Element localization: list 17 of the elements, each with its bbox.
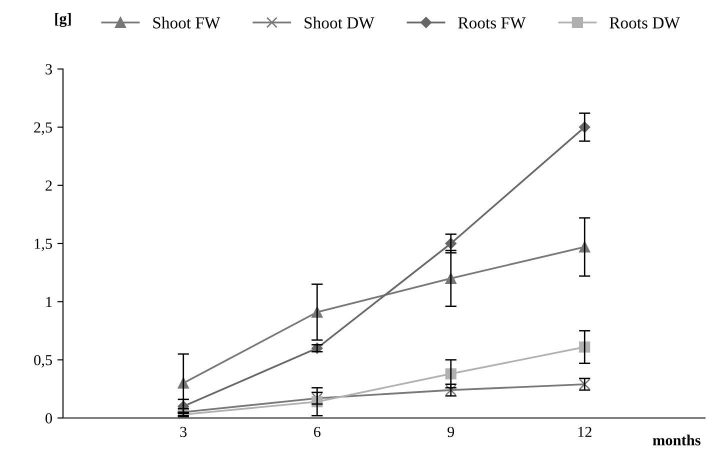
x-tick-label: 9: [448, 426, 454, 438]
legend-label: Shoot DW: [304, 16, 374, 29]
x-tick-label: 3: [180, 426, 187, 438]
legend-label: Shoot FW: [153, 16, 220, 29]
legend-label: Roots DW: [610, 17, 680, 29]
y-axis-title: [g]: [55, 13, 71, 27]
legend-label: Roots FW: [458, 17, 526, 29]
y-tick-label: 0: [46, 413, 52, 424]
y-tick-label: 2: [46, 180, 52, 191]
y-tick-label: 3: [46, 64, 52, 74]
x-tick-label: 12: [578, 426, 592, 437]
y-tick-label: 0,5: [34, 354, 52, 368]
y-tick-label: 2,5: [34, 122, 52, 135]
x-tick-label: 6: [314, 426, 320, 438]
y-tick-label: 1: [46, 296, 52, 307]
y-tick-label: 1,5: [34, 238, 52, 252]
x-axis-title: months: [652, 434, 700, 446]
